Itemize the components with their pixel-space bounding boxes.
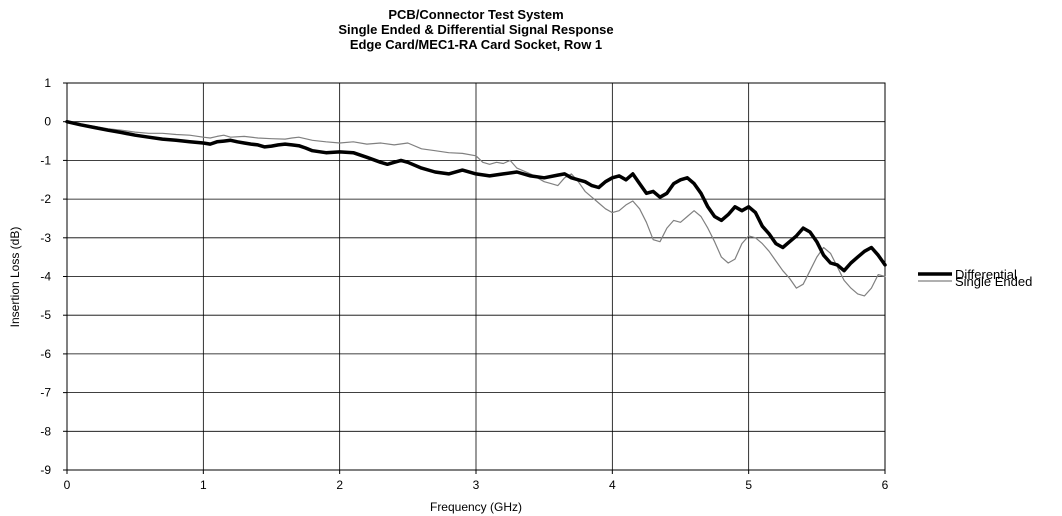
legend-label-single-ended: Single Ended (955, 274, 1032, 289)
chart-subtitle-line-2: Edge Card/MEC1-RA Card Socket, Row 1 (350, 37, 602, 52)
legend-label-differential: Differential (955, 267, 1017, 282)
y-tick-labels: 1 0 -1 -2 -3 -4 -5 -6 -7 -8 -9 (40, 76, 67, 477)
legend: Differential Single Ended (918, 267, 1032, 289)
y-tick-label: -1 (40, 153, 51, 167)
x-tick-label: 1 (200, 478, 207, 492)
series-lines (65, 119, 887, 297)
x-tick-label: 5 (745, 478, 752, 492)
y-axis-label: Insertion Loss (dB) (8, 227, 22, 328)
y-tick-label: -7 (40, 386, 51, 400)
series-line-single-ended (66, 121, 886, 297)
y-tick-label: -6 (40, 347, 51, 361)
series-line-differential (65, 119, 887, 273)
chart-subtitle-line-1: Single Ended & Differential Signal Respo… (338, 22, 613, 37)
x-tick-label: 4 (609, 478, 616, 492)
x-axis-label: Frequency (GHz) (430, 500, 522, 514)
y-tick-label: -9 (40, 463, 51, 477)
y-tick-label: -4 (40, 270, 51, 284)
y-tick-label: -3 (40, 231, 51, 245)
chart-title: PCB/Connector Test System (388, 7, 563, 22)
x-tick-label: 2 (336, 478, 343, 492)
y-tick-label: 1 (44, 76, 51, 90)
y-tick-label: -2 (40, 192, 51, 206)
x-tick-label: 6 (882, 478, 889, 492)
y-tick-label: -8 (40, 424, 51, 438)
x-tick-label: 3 (473, 478, 480, 492)
y-tick-label: 0 (44, 115, 51, 129)
x-tick-labels: 0 1 2 3 4 5 6 (64, 470, 889, 492)
y-tick-label: -5 (40, 308, 51, 322)
x-tick-label: 0 (64, 478, 71, 492)
